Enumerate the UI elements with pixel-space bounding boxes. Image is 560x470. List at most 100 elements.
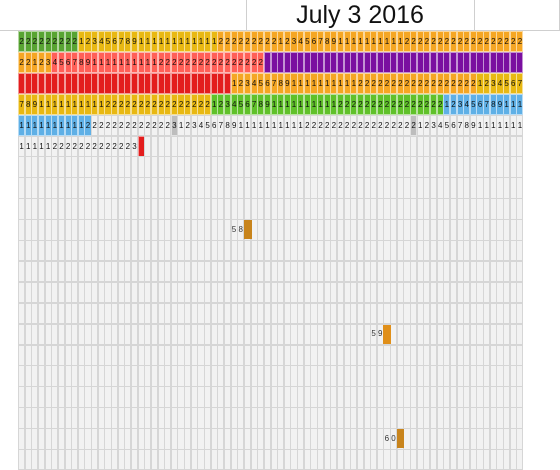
grid-cell[interactable]	[356, 302, 365, 325]
grid-cell[interactable]	[323, 281, 331, 304]
grid-cell[interactable]: 1	[57, 93, 65, 116]
grid-cell[interactable]	[403, 260, 411, 283]
grid-cell[interactable]: 5	[57, 51, 65, 74]
grid-cell[interactable]: 2	[237, 31, 245, 53]
grid-cell[interactable]	[37, 240, 46, 262]
grid-cell[interactable]	[449, 177, 458, 199]
grid-cell[interactable]: 2	[230, 51, 238, 74]
grid-cell[interactable]	[37, 323, 46, 346]
grid-cell[interactable]	[210, 135, 218, 157]
grid-cell[interactable]: 2	[383, 93, 391, 116]
grid-cell[interactable]	[410, 177, 418, 199]
grid-cell[interactable]	[144, 156, 152, 178]
grid-cell[interactable]: 2	[403, 93, 411, 116]
grid-cell[interactable]	[217, 135, 225, 157]
grid-cell[interactable]	[403, 156, 411, 178]
grid-cell[interactable]	[64, 344, 72, 366]
grid-cell[interactable]	[104, 260, 112, 283]
grid-cell[interactable]: 2	[157, 51, 165, 74]
grid-cell[interactable]	[483, 323, 491, 346]
grid-cell[interactable]	[197, 323, 205, 346]
grid-cell[interactable]: 1	[396, 31, 404, 53]
grid-cell[interactable]	[18, 156, 26, 178]
grid-cell[interactable]	[204, 72, 212, 95]
grid-cell[interactable]	[223, 302, 232, 325]
grid-cell[interactable]: 2	[263, 31, 271, 53]
grid-cell[interactable]	[343, 302, 351, 325]
grid-cell[interactable]	[469, 240, 477, 262]
grid-cell[interactable]: 2	[250, 51, 258, 74]
grid-cell[interactable]	[476, 302, 484, 325]
grid-cell[interactable]	[336, 281, 345, 304]
grid-cell[interactable]	[57, 156, 65, 178]
grid-cell[interactable]	[489, 219, 497, 241]
grid-cell[interactable]	[177, 219, 185, 241]
grid-cell[interactable]	[423, 260, 431, 283]
grid-cell[interactable]: 1	[197, 31, 205, 53]
grid-cell[interactable]	[416, 323, 424, 346]
grid-cell[interactable]: 1	[37, 93, 46, 116]
grid-cell[interactable]: 5	[443, 114, 451, 136]
grid-cell[interactable]	[44, 323, 52, 346]
grid-cell[interactable]	[190, 219, 198, 241]
grid-cell[interactable]: 2	[376, 93, 384, 116]
grid-cell[interactable]: 2	[390, 72, 398, 95]
grid-cell[interactable]	[376, 219, 384, 241]
grid-cell[interactable]	[429, 198, 438, 220]
grid-cell[interactable]	[416, 156, 424, 178]
grid-cell[interactable]: 1	[44, 135, 52, 157]
grid-cell[interactable]	[111, 177, 119, 199]
grid-cell[interactable]	[336, 344, 345, 366]
grid-cell[interactable]	[483, 198, 491, 220]
grid-cell[interactable]: 1	[144, 51, 152, 74]
grid-cell[interactable]	[257, 135, 265, 157]
grid-cell[interactable]: 1	[290, 114, 298, 136]
grid-cell[interactable]	[270, 156, 278, 178]
grid-cell[interactable]	[416, 219, 424, 241]
grid-cell[interactable]: 2	[456, 31, 464, 53]
grid-cell[interactable]	[250, 198, 258, 220]
grid-cell[interactable]: 2	[356, 93, 365, 116]
grid-cell[interactable]	[429, 323, 438, 346]
grid-cell[interactable]	[97, 177, 105, 199]
grid-cell[interactable]: 2	[184, 114, 192, 136]
grid-cell[interactable]: 2	[363, 72, 371, 95]
grid-cell[interactable]: 1	[230, 72, 238, 95]
grid-cell[interactable]	[104, 240, 112, 262]
grid-cell[interactable]	[323, 219, 331, 241]
grid-cell[interactable]	[456, 260, 464, 283]
grid-cell[interactable]	[250, 260, 258, 283]
grid-cell[interactable]: 2	[383, 114, 391, 136]
grid-cell[interactable]: 1	[290, 72, 298, 95]
grid-cell[interactable]: 2	[170, 93, 178, 116]
grid-cell[interactable]	[297, 281, 305, 304]
grid-cell[interactable]	[317, 281, 325, 304]
grid-cell[interactable]: 2	[410, 72, 418, 95]
grid-cell[interactable]	[144, 323, 152, 346]
grid-cell[interactable]: 1	[111, 51, 119, 74]
grid-cell[interactable]	[223, 323, 232, 346]
grid-cell[interactable]	[317, 177, 325, 199]
grid-cell[interactable]	[243, 323, 252, 346]
grid-cell[interactable]	[509, 198, 517, 220]
grid-cell[interactable]	[509, 156, 517, 178]
grid-cell[interactable]	[257, 260, 265, 283]
grid-cell[interactable]: 2	[243, 31, 252, 53]
grid-cell[interactable]	[44, 302, 52, 325]
grid-cell[interactable]	[330, 323, 338, 346]
grid-cell[interactable]	[383, 135, 391, 157]
grid-cell[interactable]	[157, 177, 165, 199]
grid-cell[interactable]	[270, 281, 278, 304]
grid-cell[interactable]	[443, 198, 451, 220]
grid-cell[interactable]: 2	[150, 93, 159, 116]
grid-cell[interactable]: 7	[483, 93, 491, 116]
grid-cell[interactable]: 1	[31, 51, 39, 74]
grid-cell[interactable]	[323, 156, 331, 178]
grid-cell[interactable]	[396, 198, 404, 220]
grid-cell[interactable]: 1	[317, 72, 325, 95]
grid-cell[interactable]: 7	[250, 93, 258, 116]
grid-cell[interactable]	[57, 219, 65, 241]
grid-cell[interactable]	[177, 281, 185, 304]
grid-cell[interactable]: 1	[210, 31, 218, 53]
grid-cell[interactable]	[77, 281, 85, 304]
